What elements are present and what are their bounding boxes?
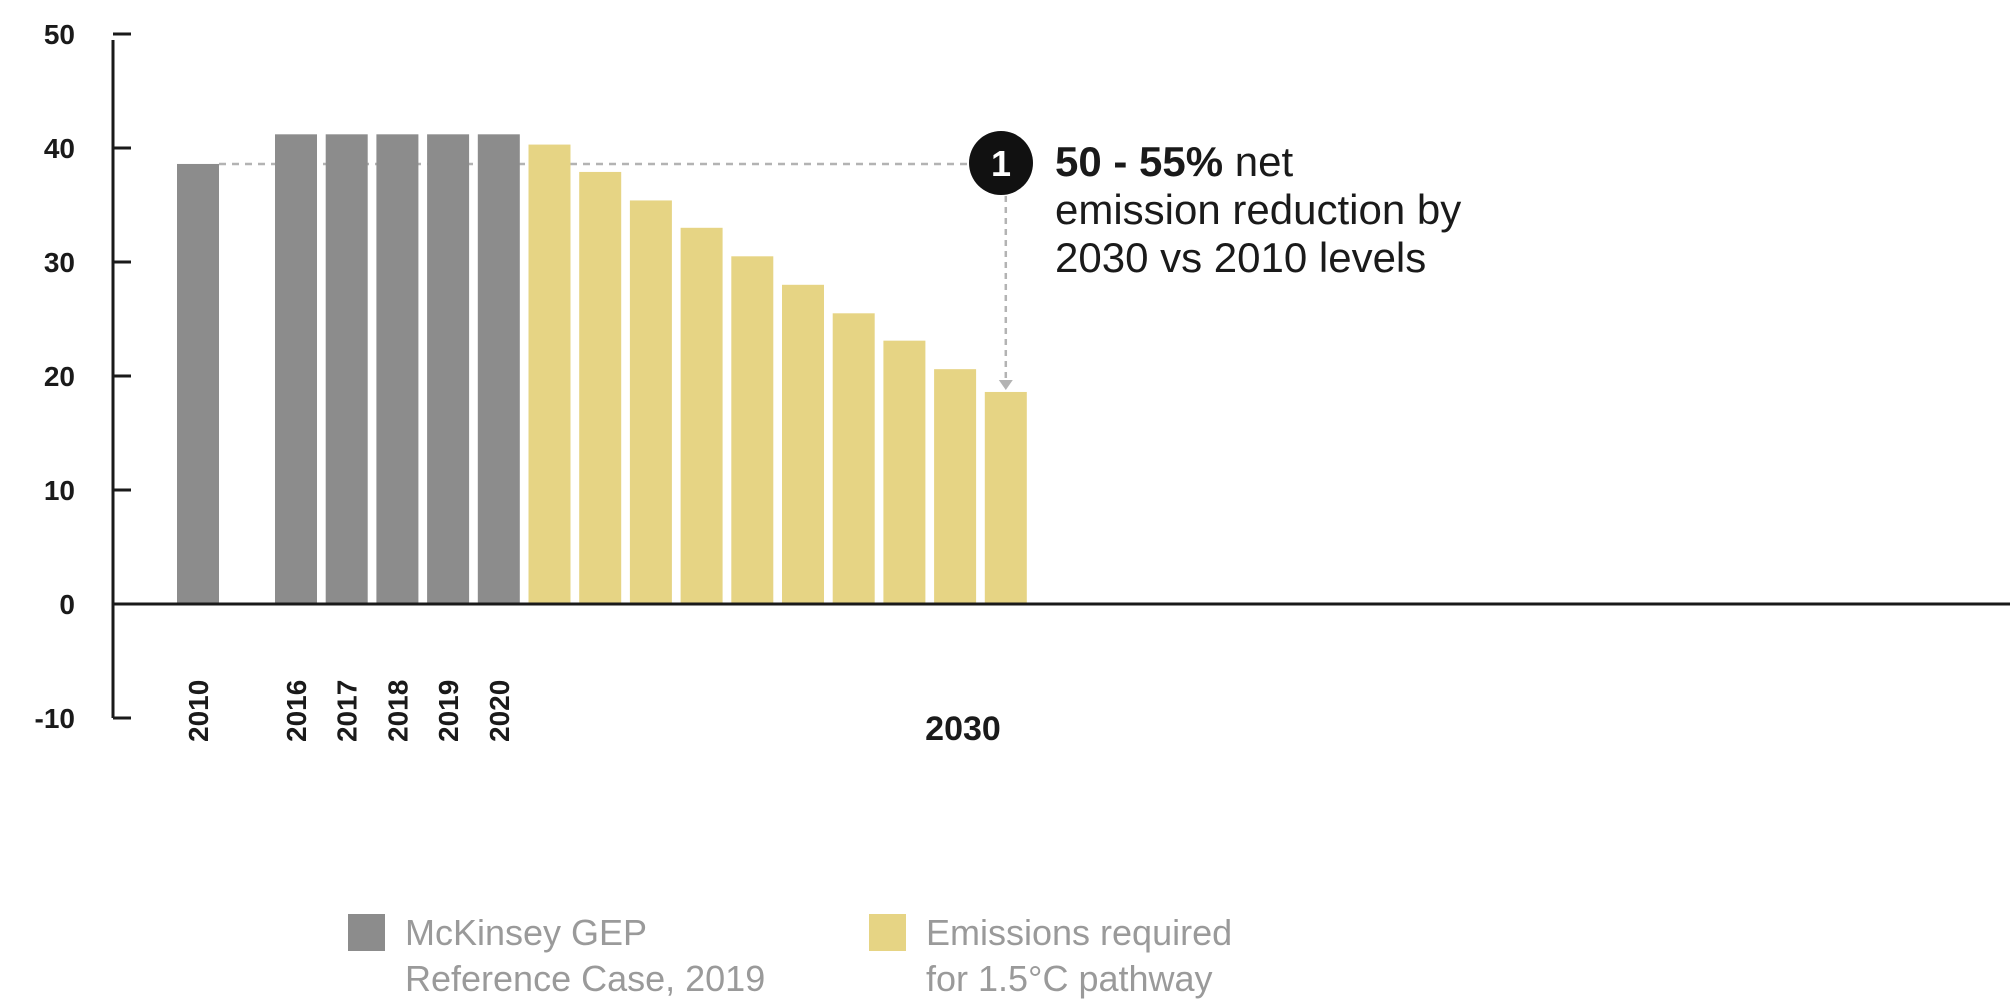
y-tick-label: -10 bbox=[35, 703, 75, 734]
x-tick-label: 2010 bbox=[183, 680, 214, 742]
bar-2010 bbox=[177, 163, 219, 604]
annotation-text-2: emission reduction by bbox=[1055, 186, 1462, 233]
x-tick-label: 2019 bbox=[433, 680, 464, 742]
bar-2017 bbox=[325, 134, 368, 604]
legend-label-line1: McKinsey GEP bbox=[405, 912, 648, 953]
bar-pathway-12 bbox=[832, 313, 875, 604]
bar-pathway-10 bbox=[731, 256, 774, 604]
reference-lines bbox=[219, 162, 1013, 390]
x-axis-label-2030: 2030 bbox=[925, 710, 1001, 748]
bar-pathway-15 bbox=[984, 391, 1027, 604]
y-tick-label: 0 bbox=[59, 589, 75, 620]
bar-pathway-11 bbox=[782, 284, 824, 604]
annotation: 1 bbox=[969, 131, 1033, 195]
y-tick-label: 30 bbox=[44, 247, 75, 278]
x-tick-label: 2020 bbox=[484, 680, 515, 742]
legend-label-line2: Reference Case, 2019 bbox=[405, 958, 766, 999]
bar-pathway-13 bbox=[883, 340, 926, 604]
bar-pathway-14 bbox=[934, 369, 977, 604]
x-tick-label: 2018 bbox=[382, 680, 413, 742]
y-tick-label: 50 bbox=[44, 19, 75, 50]
legend-item-pathway: Emissions required for 1.5°C pathway bbox=[869, 910, 1232, 1002]
arrow-head bbox=[998, 379, 1013, 390]
bar-pathway-8 bbox=[629, 200, 672, 604]
bar-2019 bbox=[427, 134, 470, 604]
x-tick-label: 2016 bbox=[281, 680, 312, 742]
bar-2016 bbox=[275, 134, 317, 604]
annotation-text-1: net bbox=[1223, 138, 1294, 185]
x-axis-labels: 2010 2016 2017 2018 2019 2020 bbox=[183, 680, 515, 742]
bar-pathway-9 bbox=[680, 227, 723, 605]
legend-item-reference: McKinsey GEP Reference Case, 2019 bbox=[348, 910, 765, 1002]
bars bbox=[177, 134, 1027, 605]
y-tick-label: 10 bbox=[44, 475, 75, 506]
y-tick-label: 40 bbox=[44, 133, 75, 164]
annotation-badge-number: 1 bbox=[991, 143, 1011, 184]
bar-2018 bbox=[376, 134, 419, 604]
legend-swatch-pathway bbox=[869, 914, 906, 951]
y-axis-ticks: 50 40 30 20 10 0 -10 bbox=[35, 19, 131, 734]
annotation-badge-circle bbox=[969, 131, 1033, 195]
legend-swatch-reference bbox=[348, 914, 385, 951]
x-tick-label: 2017 bbox=[332, 680, 363, 742]
bar-2020 bbox=[477, 134, 520, 604]
bar-pathway-6 bbox=[528, 144, 571, 604]
y-tick-label: 20 bbox=[44, 361, 75, 392]
annotation-bold-text: 50 - 55% bbox=[1055, 138, 1224, 185]
legend-label-line1: Emissions required bbox=[926, 912, 1233, 953]
bar-pathway-7 bbox=[579, 171, 622, 604]
annotation-text-3: 2030 vs 2010 levels bbox=[1055, 234, 1427, 281]
annotation-callout: 50 - 55% net emission reduction by 2030 … bbox=[1055, 138, 1461, 282]
legend-label-line2: for 1.5°C pathway bbox=[926, 958, 1213, 999]
